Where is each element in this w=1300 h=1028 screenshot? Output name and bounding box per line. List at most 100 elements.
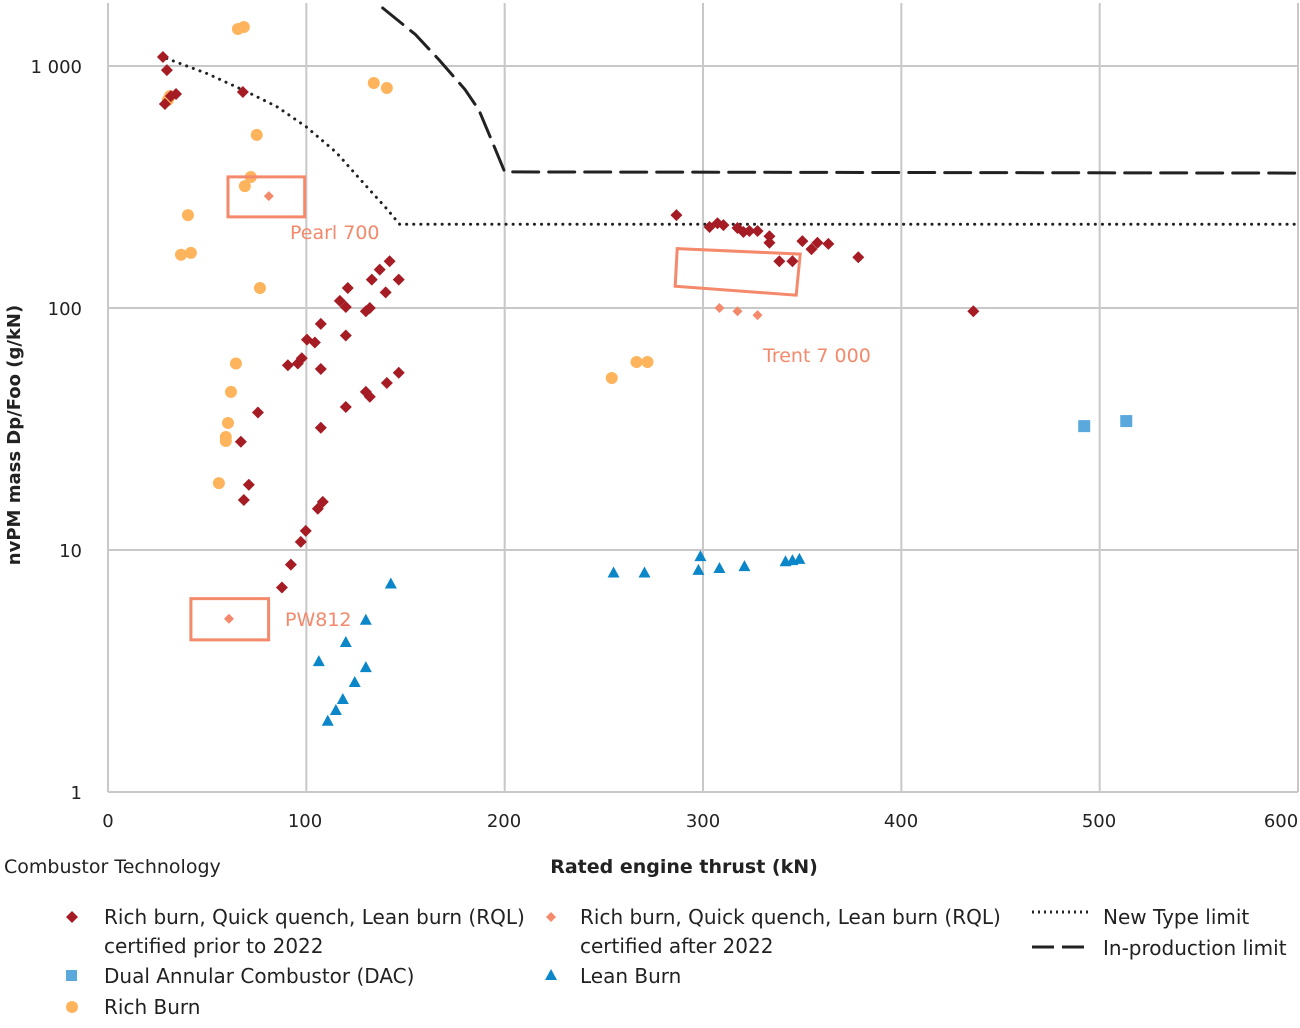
x-tick-label: 600	[1264, 811, 1298, 832]
y-tick-label: 100	[48, 299, 82, 320]
rql-prior-point	[381, 377, 393, 389]
legend-marker-square	[66, 970, 77, 981]
rql-prior-point	[276, 581, 288, 593]
legend-marker-diamond	[546, 912, 556, 922]
x-axis-label: Rated engine thrust (kN)	[550, 856, 818, 878]
legend-label: Rich burn, Quick quench, Lean burn (RQL)	[580, 905, 1001, 929]
rql-prior-point	[384, 255, 396, 267]
y-tick-label: 1 000	[30, 57, 82, 78]
legend-item-dac: Dual Annular Combustor (DAC)	[66, 964, 414, 988]
lean-burn-point	[793, 553, 805, 564]
rql-prior-point	[340, 401, 352, 413]
lean-burn-point	[713, 562, 725, 573]
rql-prior-point	[238, 494, 250, 506]
legend-label: Rich Burn	[104, 995, 200, 1019]
lean-burn-point	[313, 655, 325, 666]
rql-after-point	[753, 310, 763, 320]
lean-burn-point	[337, 693, 349, 704]
legend-title: Combustor Technology	[4, 856, 221, 878]
rql-prior-point	[380, 286, 392, 298]
rql-prior-point	[243, 479, 255, 491]
rql-after-point	[714, 303, 724, 313]
rich-burn-point	[251, 129, 263, 141]
dac-point	[1120, 415, 1132, 427]
y-tick-label: 1	[71, 783, 82, 804]
legend-marker-diamond	[66, 911, 78, 923]
rql-prior-point	[852, 251, 864, 263]
rql-prior-point	[342, 282, 354, 294]
lean-burn-point	[738, 560, 750, 571]
lean-burn-point	[330, 704, 342, 715]
rql-prior-point	[763, 237, 775, 249]
legend: Rich burn, Quick quench, Lean burn (RQL)…	[66, 905, 1287, 1019]
lean-burn-point	[638, 566, 650, 577]
rich-burn-point	[238, 21, 250, 33]
lean-burn-point	[360, 661, 372, 672]
x-tick-label: 500	[1082, 811, 1116, 832]
lean-burn-point	[340, 636, 352, 647]
legend-item-in-production-limit: In-production limit	[1032, 936, 1287, 960]
rql-prior-point	[786, 255, 798, 267]
new-type-limit-line	[160, 56, 1298, 224]
rql-prior-point	[315, 318, 327, 330]
rql-prior-point	[300, 525, 312, 537]
rql-prior-point	[282, 359, 294, 371]
rql-prior-point	[822, 238, 834, 250]
rql-after-point	[224, 614, 234, 624]
legend-label: New Type limit	[1103, 905, 1249, 929]
lean-burn-point	[360, 614, 372, 625]
x-tick-label: 0	[102, 811, 113, 832]
rql-prior-point	[752, 225, 764, 237]
rql-prior-point	[366, 274, 378, 286]
lean-burn-point	[349, 676, 361, 687]
rich-burn-point	[239, 180, 251, 192]
rich-burn-point	[225, 386, 237, 398]
grid	[108, 3, 1298, 792]
lean-burn-point	[385, 578, 397, 589]
x-tick-label: 400	[884, 811, 918, 832]
legend-marker-circle	[66, 1001, 78, 1013]
legend-label: Rich burn, Quick quench, Lean burn (RQL)	[104, 905, 525, 929]
rich-burn-point	[185, 247, 197, 259]
legend-label: In-production limit	[1103, 936, 1287, 960]
x-tick-label: 100	[288, 811, 322, 832]
legend-label: Dual Annular Combustor (DAC)	[104, 964, 414, 988]
rich-burn-point	[222, 417, 234, 429]
x-tick-label: 300	[686, 811, 720, 832]
rich-burn-point	[182, 209, 194, 221]
rql-prior-point	[315, 363, 327, 375]
rql-prior-point	[773, 255, 785, 267]
annotation-box-trent-7000	[675, 249, 800, 296]
rql-prior-point	[235, 436, 247, 448]
annotation-pearl-700: Pearl 700	[290, 222, 380, 244]
rich-burn-point	[368, 77, 380, 89]
rql-prior-point	[315, 422, 327, 434]
rql-prior-point	[393, 367, 405, 379]
rich-burn-point	[230, 357, 242, 369]
rich-burn-point	[220, 435, 232, 447]
legend-label: certified after 2022	[580, 934, 773, 958]
rich-burn-point	[631, 356, 643, 368]
in-production-limit-line	[383, 8, 1298, 173]
rql-prior-point	[295, 536, 307, 548]
rql-prior-point	[340, 329, 352, 341]
y-axis-label: nvPM mass Dp/Foo (g/kN)	[4, 305, 25, 565]
chart: Pearl 700 Trent 7 000 PW812 1 10 100 1 0…	[0, 0, 1300, 1024]
rich-burn-point	[175, 249, 187, 261]
rql-prior-point	[393, 274, 405, 286]
legend-item-rql-prior: Rich burn, Quick quench, Lean burn (RQL)…	[66, 905, 525, 958]
legend-item-rql-after: Rich burn, Quick quench, Lean burn (RQL)…	[546, 905, 1001, 958]
lean-burn-point	[608, 566, 620, 577]
rql-prior-point	[157, 51, 169, 63]
annotation-trent-7000: Trent 7 000	[762, 345, 871, 367]
rql-prior-point	[252, 406, 264, 418]
legend-label: Lean Burn	[580, 964, 681, 988]
rich-burn-point	[641, 356, 653, 368]
rich-burn-point	[254, 282, 266, 294]
x-tick-label: 200	[487, 811, 521, 832]
dac-point	[1078, 420, 1090, 432]
lean-burn-point	[694, 550, 706, 561]
limit-lines	[160, 8, 1298, 224]
legend-item-lean-burn: Lean Burn	[545, 964, 681, 988]
rql-prior-point	[796, 235, 808, 247]
